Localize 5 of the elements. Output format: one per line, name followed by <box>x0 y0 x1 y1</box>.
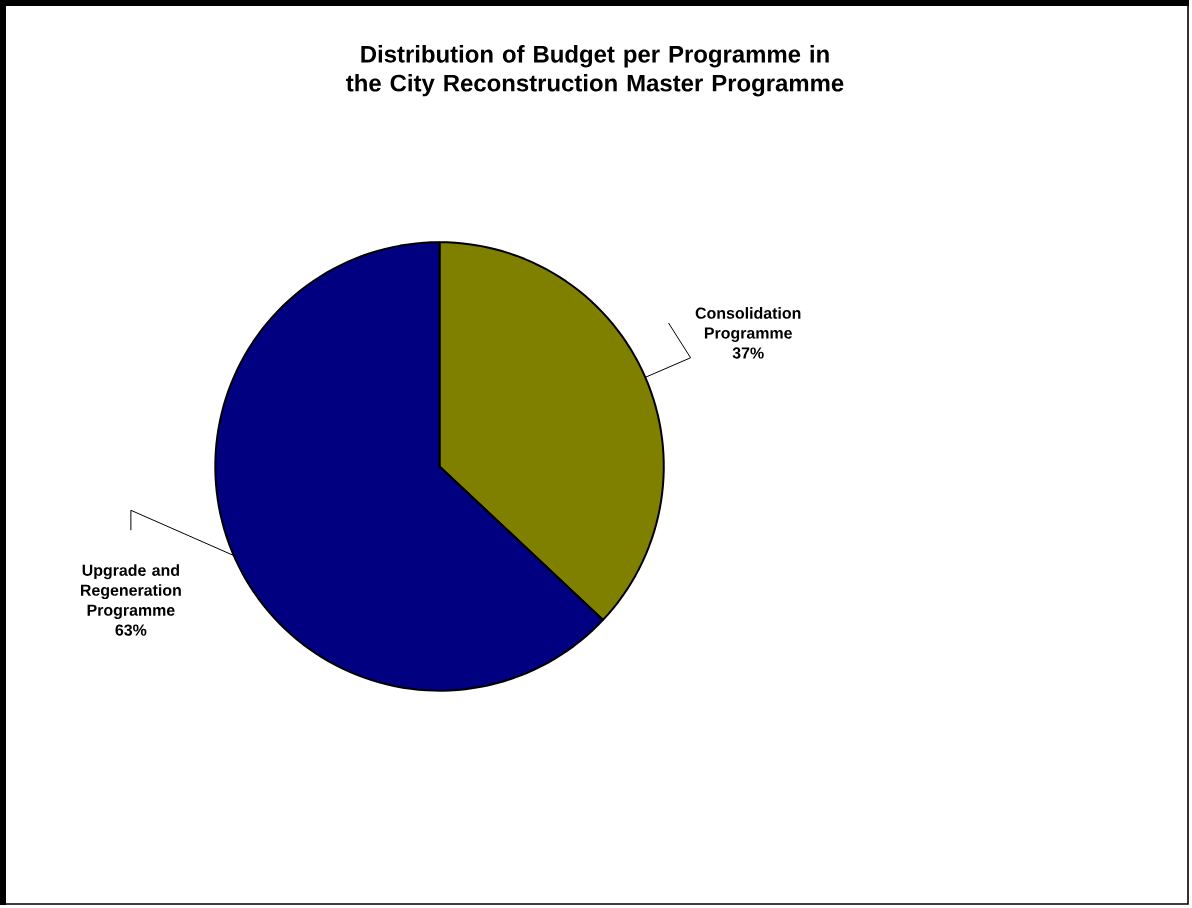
slice-label: Upgrade and Regeneration Programme <box>80 564 181 620</box>
data-label: 37% <box>732 347 764 359</box>
data-label: 63% <box>115 624 147 636</box>
slice-label: Consolidation Programme <box>695 307 801 342</box>
chart-title: Distribution of Budget per Programme in the City Reconstruction Master Programme <box>346 45 844 97</box>
